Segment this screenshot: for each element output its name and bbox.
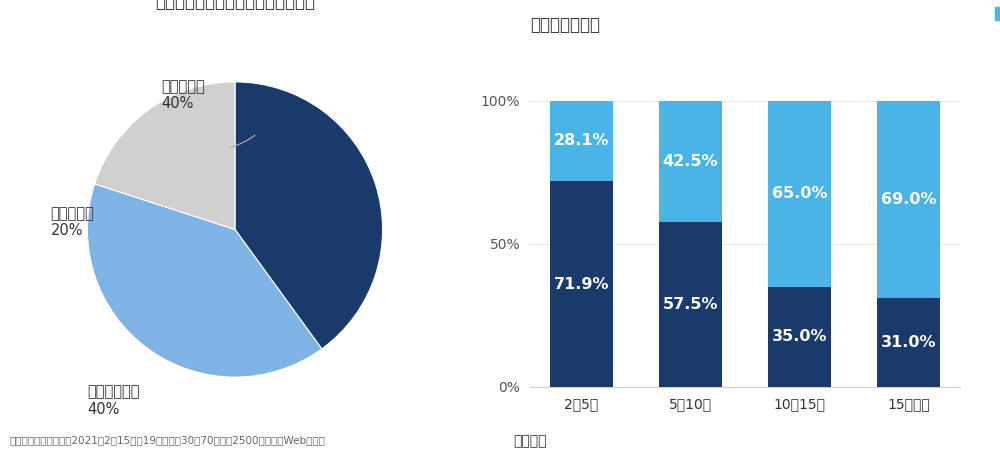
Text: 31.0%: 31.0% — [881, 335, 937, 350]
Wedge shape — [87, 184, 322, 377]
Text: 解決方法の割合: 解決方法の割合 — [530, 16, 600, 34]
Title: お問い合わせ時のお客さまのご要望: お問い合わせ時のお客さまのご要望 — [155, 0, 315, 11]
Text: 69.0%: 69.0% — [881, 192, 937, 207]
Bar — [659, 222, 722, 387]
Text: 買い替えたい
40%: 買い替えたい 40% — [87, 384, 140, 417]
Bar — [550, 181, 613, 387]
Bar — [659, 101, 722, 222]
Text: 35.0%: 35.0% — [772, 329, 827, 344]
Text: 東京ガス（株）調べ（2021年2月15日～19日実施・30～70代女性2500人対象・Web調査）: 東京ガス（株）調べ（2021年2月15日～19日実施・30～70代女性2500人… — [10, 436, 326, 446]
Text: 71.9%: 71.9% — [553, 277, 609, 292]
Text: 57.5%: 57.5% — [663, 297, 718, 312]
Text: わからない
20%: わからない 20% — [50, 206, 94, 238]
Text: 28.1%: 28.1% — [553, 133, 609, 148]
Wedge shape — [95, 82, 235, 230]
Bar — [877, 101, 940, 298]
Legend: 交換, 修理: 交換, 修理 — [989, 0, 1000, 27]
Bar — [768, 101, 831, 287]
Bar — [877, 298, 940, 387]
Text: 修理したい
40%: 修理したい 40% — [161, 79, 205, 112]
Wedge shape — [235, 82, 383, 349]
Text: 使用年数: 使用年数 — [514, 434, 547, 448]
Text: 42.5%: 42.5% — [663, 154, 718, 169]
Bar — [768, 287, 831, 387]
Bar — [550, 101, 613, 181]
Text: 65.0%: 65.0% — [772, 186, 827, 201]
